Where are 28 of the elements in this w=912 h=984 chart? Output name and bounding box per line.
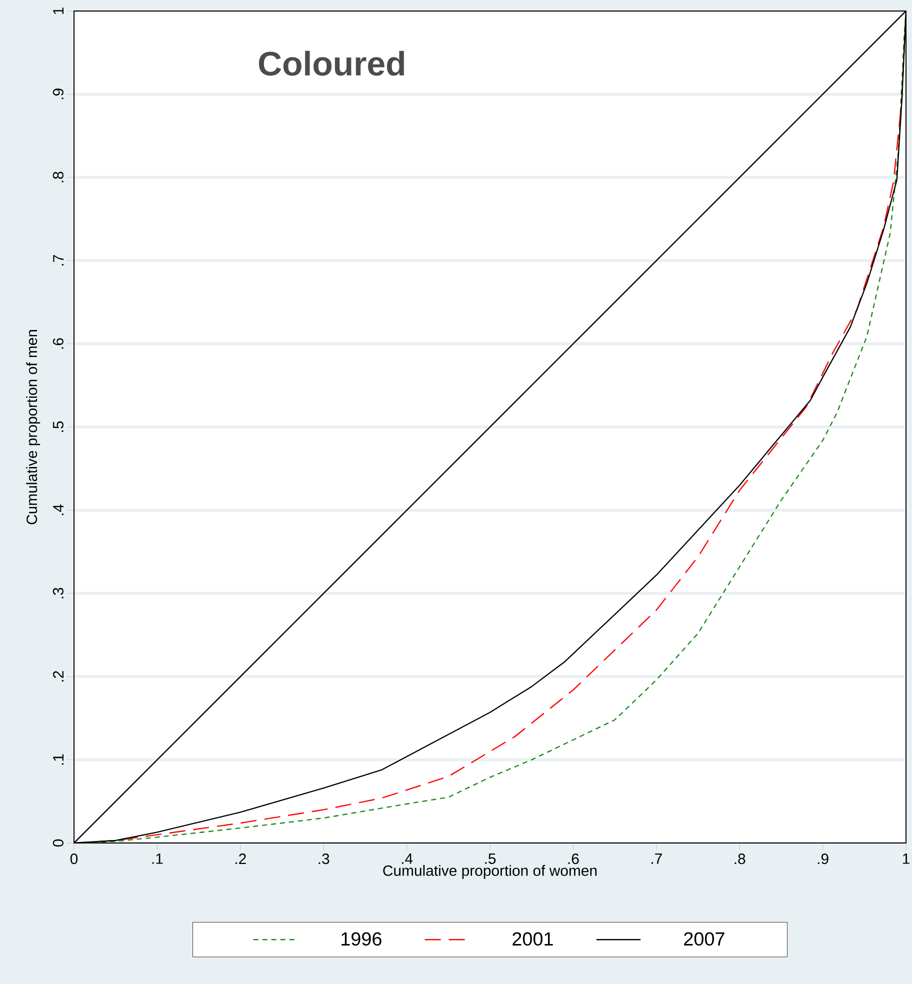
y-tick-label: .7 — [53, 255, 64, 266]
legend-label: 2007 — [684, 932, 724, 946]
y-tick-label: .8 — [52, 172, 64, 182]
text: Coloured — [258, 50, 404, 76]
x-tick-label: .5 — [485, 854, 496, 864]
x-tick-label: .4 — [402, 854, 413, 864]
y-axis-title: Cumulative proportion of men — [26, 330, 40, 524]
x-axis-title: Cumulative proportion of women — [383, 864, 597, 879]
x-tick-label: .3 — [318, 854, 330, 864]
y-tick-label: .3 — [52, 588, 64, 598]
y-tick-label: .2 — [53, 671, 64, 682]
x-tick-label: 1 — [902, 854, 910, 864]
x-tick-label: .2 — [236, 854, 246, 864]
y-tick-label: .6 — [52, 338, 64, 349]
y-tick-label: .5 — [53, 421, 64, 432]
legend-label: 1996 — [342, 932, 382, 946]
x-tick-label: .7 — [652, 854, 662, 864]
x-tick-label: .1 — [152, 854, 163, 864]
y-tick-label: 1 — [53, 8, 64, 14]
x-tick-label: 0 — [70, 854, 78, 864]
y-tick-label: .9 — [52, 88, 64, 100]
y-tick-label: .1 — [53, 754, 64, 765]
legend-label: 2001 — [512, 932, 553, 946]
y-tick-label: .4 — [53, 504, 64, 516]
x-tick-label: .6 — [568, 854, 579, 864]
y-tick-label: 0 — [52, 839, 64, 847]
x-tick-label: .8 — [734, 854, 746, 864]
x-tick-label: .9 — [818, 854, 828, 864]
